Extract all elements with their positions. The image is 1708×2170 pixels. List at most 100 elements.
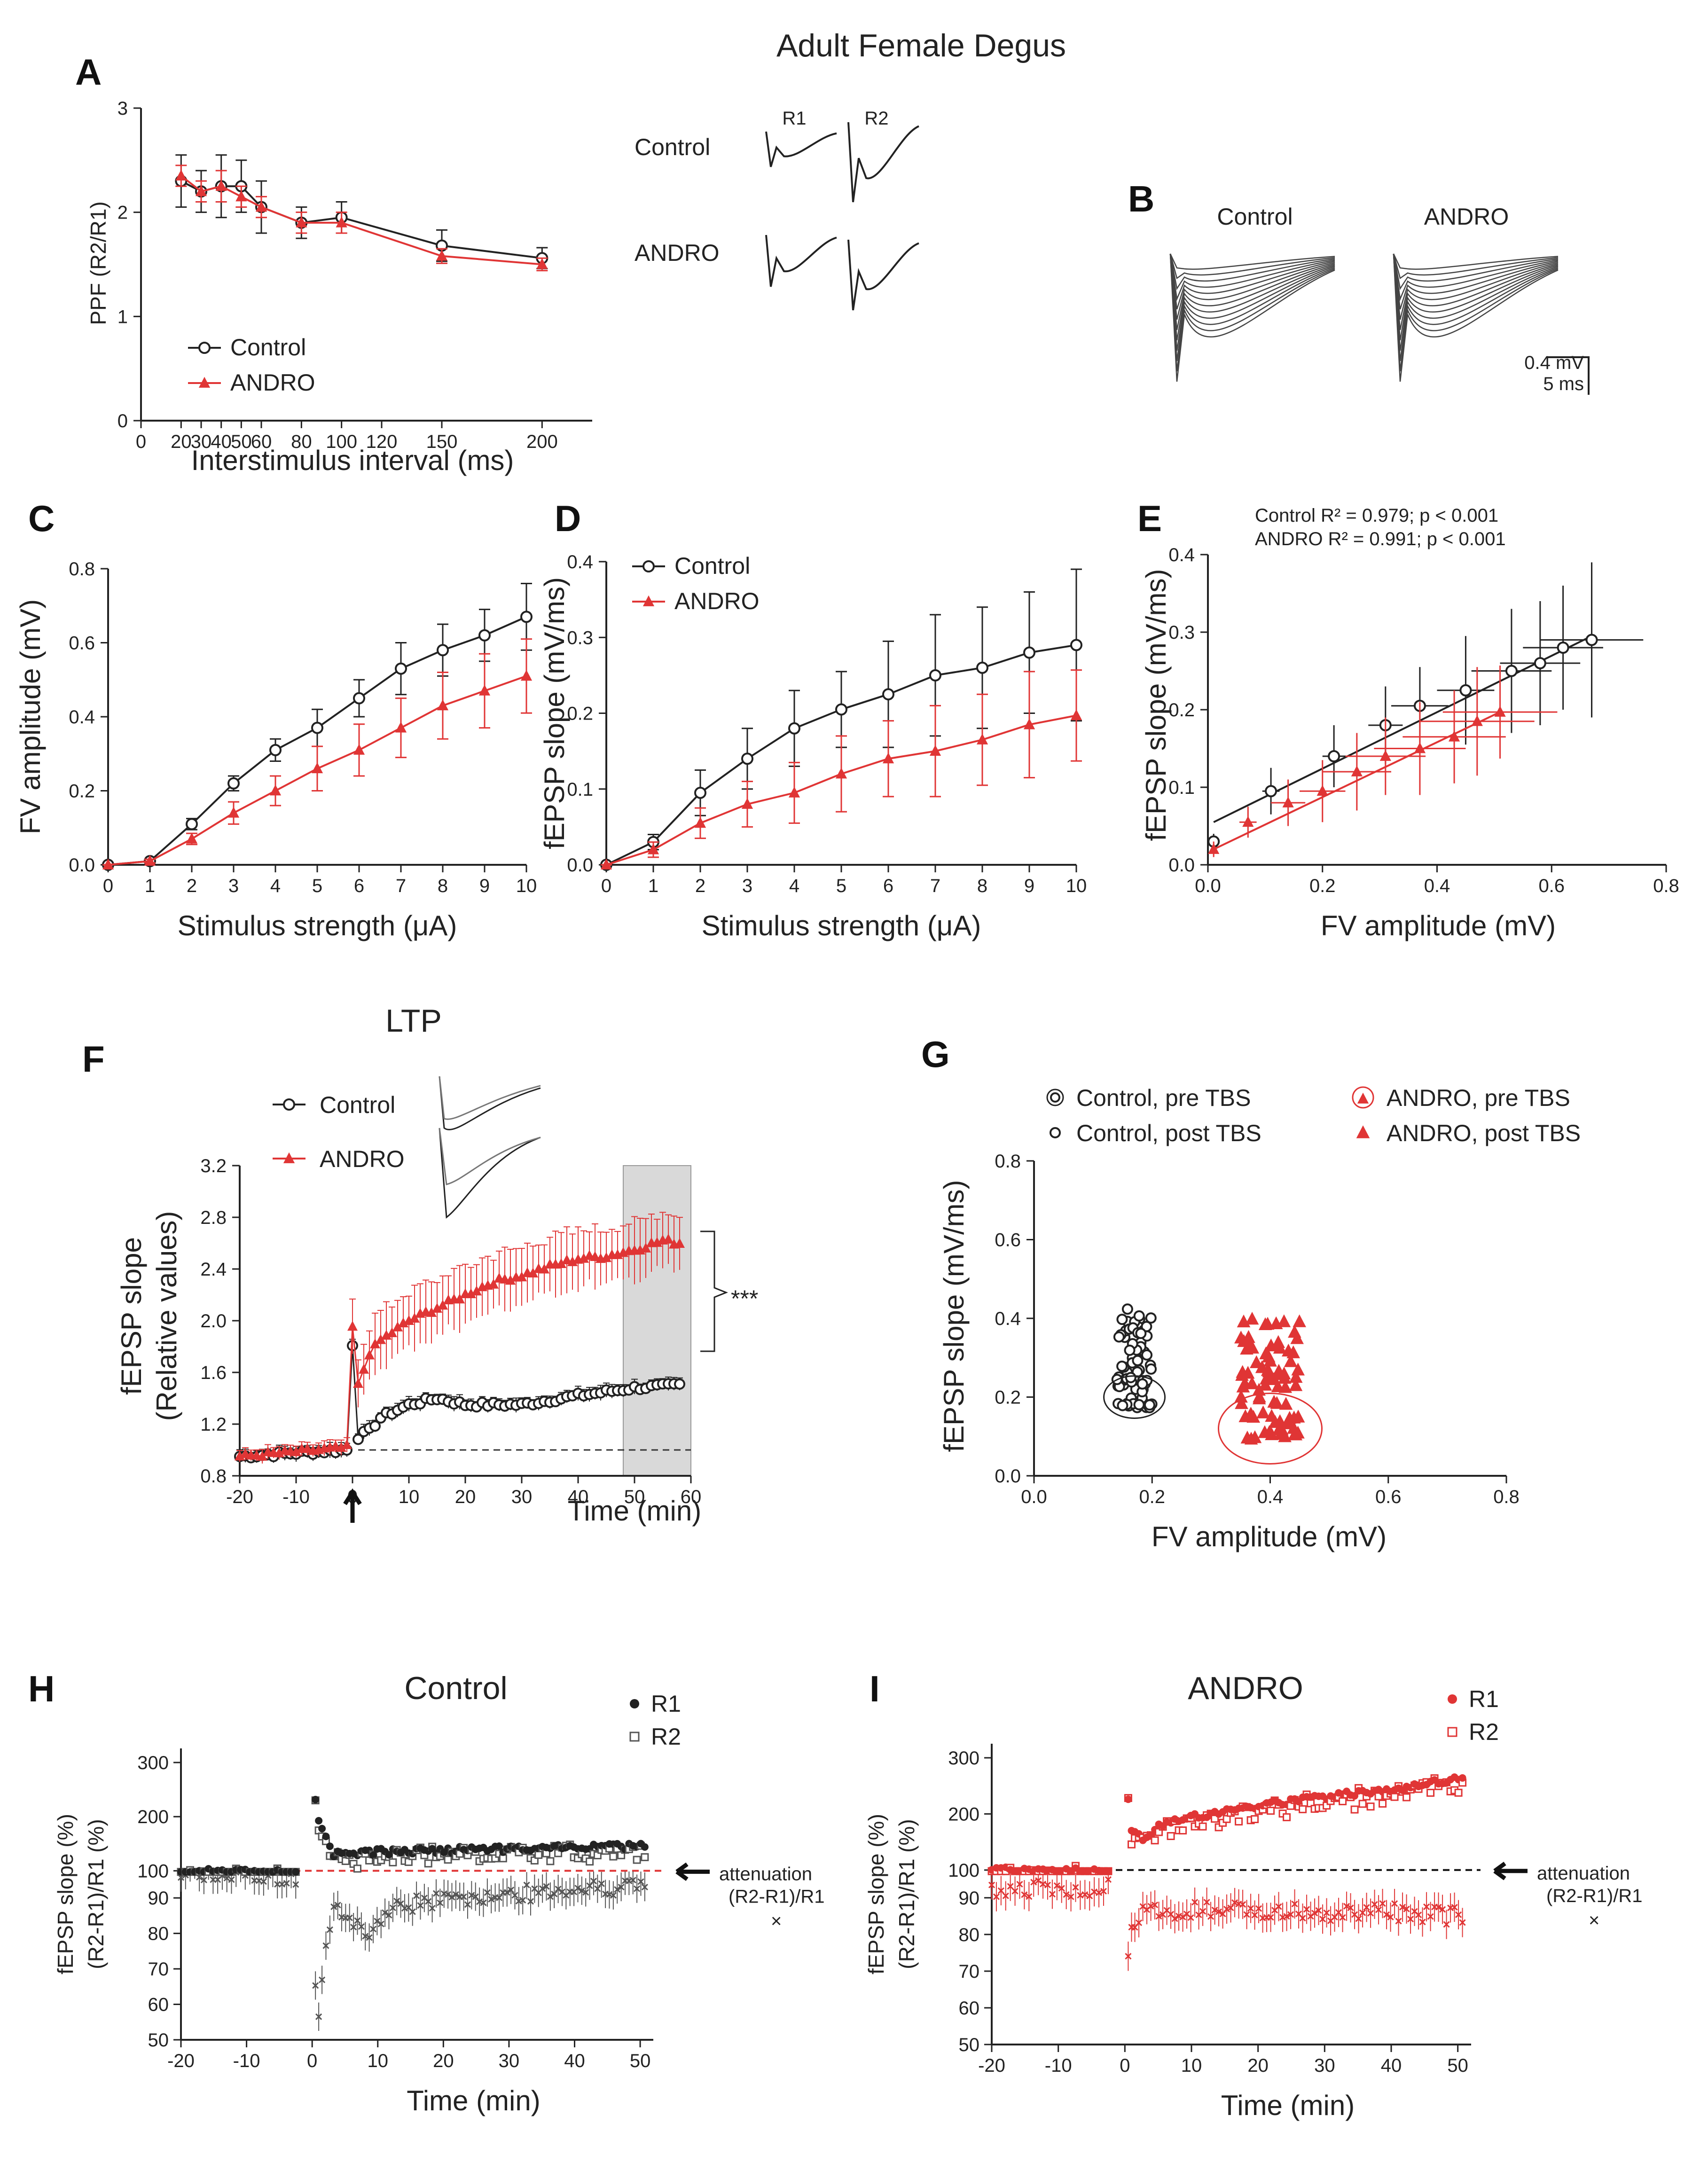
panel-a-legend-control: Control xyxy=(230,334,306,360)
panel-h-atten-point xyxy=(598,1880,605,1887)
panel-f-point xyxy=(505,1275,516,1285)
panel-f-inset-trace-1 xyxy=(439,1076,541,1131)
panel-i-atten-point xyxy=(1053,1882,1060,1889)
panel-e-point xyxy=(1448,730,1460,742)
panel-i-r2-point xyxy=(1379,1799,1387,1808)
panel-i-atten-point xyxy=(1319,1916,1326,1923)
panel-f-point xyxy=(347,1321,358,1331)
panel-f-tbs-arrow xyxy=(343,1488,362,1523)
panel-i-atten-point xyxy=(993,1893,1000,1900)
panel-f-point xyxy=(579,1253,589,1263)
panel-f-significance: *** xyxy=(731,1285,758,1312)
panel-h-atten-point xyxy=(260,1878,267,1885)
panel-f-x-tick-label: 40 xyxy=(568,1487,589,1507)
panel-h-r2-point xyxy=(546,1857,555,1865)
panel-i-legend-r2: R2 xyxy=(1469,1719,1499,1745)
panel-i-y-label: fEPSP slope (%) xyxy=(864,1814,888,1974)
panel-g-andro-point xyxy=(1234,1389,1248,1403)
panel-i-atten-point xyxy=(1187,1914,1194,1921)
panel-g-y-tick-label: 0.2 xyxy=(995,1387,1021,1408)
panel-g-andro-point xyxy=(1252,1383,1266,1396)
panel-h-atten-point xyxy=(432,1890,440,1897)
panel-i-r2-point xyxy=(1211,1815,1219,1823)
panel-i-legend-marker-r1 xyxy=(1448,1694,1457,1704)
panel-h-r2-point xyxy=(444,1856,452,1864)
panel-c-point xyxy=(395,721,407,733)
panel-h-atten-point xyxy=(539,1885,546,1892)
panel-i-r2-point xyxy=(1235,1817,1243,1825)
panel-i-atten-point xyxy=(1058,1885,1065,1892)
panel-h-atten-point xyxy=(417,1902,424,1909)
panel-i-x-tick-label: -10 xyxy=(1045,2055,1072,2076)
panel-f-y-label: fEPSP slope xyxy=(116,1237,147,1395)
panel-d-x-tick-label: 6 xyxy=(883,876,893,896)
panel-d-point xyxy=(929,669,941,682)
panel-h-atten-point xyxy=(590,1878,597,1885)
panel-h-atten-point xyxy=(488,1896,495,1903)
panel-i-atten-point xyxy=(1072,1884,1079,1891)
panel-f-point xyxy=(257,1450,267,1461)
panel-h-atten-point xyxy=(629,1877,636,1884)
panel-b-trace-control xyxy=(1169,253,1335,361)
panel-f-x-tick-label: 10 xyxy=(399,1487,420,1507)
panel-d-x-tick-label: 7 xyxy=(930,876,940,896)
panel-i-atten-point xyxy=(1247,1905,1254,1912)
panel-f-legend-marker-control xyxy=(283,1098,295,1111)
panel-g-control-point xyxy=(1135,1328,1147,1340)
panel-g-control-point xyxy=(1136,1378,1148,1390)
panel-h-y-tick-label: 300 xyxy=(137,1753,169,1773)
panel-b-trace-andro xyxy=(1393,253,1559,290)
panel-d-legend-marker-andro xyxy=(642,595,655,606)
panel-i-atten-point xyxy=(1303,1906,1310,1913)
panel-c-point xyxy=(437,699,449,711)
panel-g-legend-marker-control-post xyxy=(1050,1127,1061,1138)
panel-i-x-tick-label: 10 xyxy=(1181,2055,1202,2076)
panel-c-point xyxy=(269,744,282,756)
panel-i-legend-r1: R1 xyxy=(1469,1686,1499,1712)
panel-a-point xyxy=(235,190,247,202)
panel-d-point xyxy=(929,744,941,756)
panel-h-r1-point xyxy=(312,1795,320,1803)
panel-label-A: A xyxy=(75,51,102,93)
panel-h-x-tick-label: -10 xyxy=(233,2051,260,2071)
panel-h-atten-point xyxy=(354,1917,361,1924)
panel-c-point xyxy=(227,807,240,818)
panel-f-legend-andro: ANDRO xyxy=(320,1146,405,1172)
panel-f-x-tick-label: 20 xyxy=(455,1487,476,1507)
panel-b-scale-time: 5 ms xyxy=(1543,374,1584,394)
panel-i-r2-point xyxy=(1350,1805,1359,1814)
panel-i-atten-point xyxy=(1359,1909,1366,1916)
panel-g-control-point xyxy=(1116,1360,1128,1372)
panel-d-point xyxy=(694,786,706,799)
panel-f-point xyxy=(590,1251,600,1261)
panel-g-legend-marker-andro-post xyxy=(1356,1125,1370,1138)
panel-g-andro-point xyxy=(1293,1314,1306,1327)
panel-h-atten-point xyxy=(366,1934,373,1941)
panel-d-point xyxy=(694,817,706,828)
panel-g-andro-point xyxy=(1289,1378,1303,1391)
panel-g-andro-point xyxy=(1269,1316,1283,1330)
panel-d-point xyxy=(741,798,753,809)
panel-g-control-point xyxy=(1141,1349,1153,1361)
panel-d-point xyxy=(1070,639,1082,651)
panel-a-point xyxy=(296,216,307,227)
panel-f-point xyxy=(370,1338,380,1348)
panel-d-point xyxy=(1070,709,1082,721)
panel-i-atten-point xyxy=(1026,1893,1033,1900)
panel-e-x-label: FV amplitude (mV) xyxy=(1321,910,1556,941)
panel-i-r1-point xyxy=(1351,1792,1359,1800)
panel-f-y-tick-label: 3.2 xyxy=(200,1156,227,1176)
panel-a-x-tick-label: 150 xyxy=(426,431,458,452)
panel-i-atten-point xyxy=(1355,1915,1362,1922)
panel-c-x-tick-label: 4 xyxy=(270,876,281,896)
panel-d-x-tick-label: 4 xyxy=(789,876,799,896)
panel-h-atten-point xyxy=(582,1889,589,1896)
panel-g-andro-point xyxy=(1238,1409,1253,1422)
panel-i-atten-point xyxy=(1125,1953,1132,1960)
panel-b-trace-control xyxy=(1169,253,1335,270)
panel-f-point xyxy=(392,1321,403,1332)
panel-f-x-tick-label: -20 xyxy=(226,1487,253,1507)
panel-e-point xyxy=(1459,684,1472,697)
panel-i-atten-point xyxy=(1063,1891,1070,1898)
panel-i-atten-point xyxy=(1002,1892,1009,1899)
